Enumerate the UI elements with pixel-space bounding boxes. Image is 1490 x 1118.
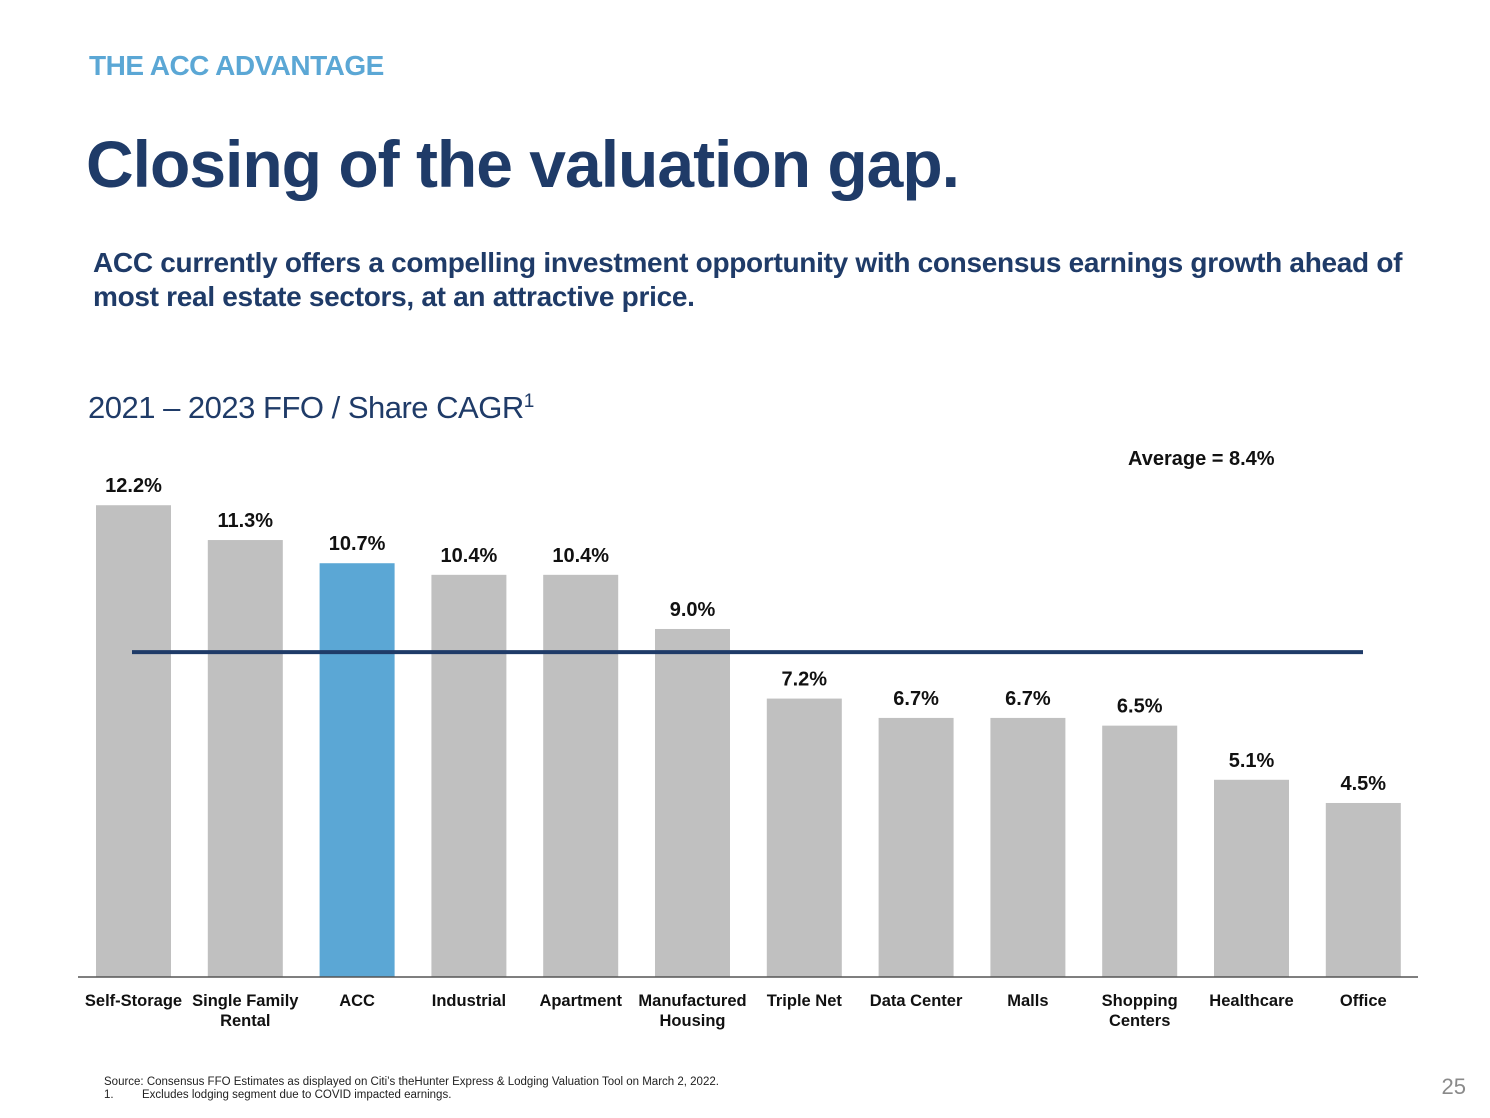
data-label-triple-net: 7.2% [782, 669, 828, 691]
page-subtitle: ACC currently offers a compelling invest… [93, 247, 1403, 312]
footnote-text: Excludes lodging segment due to COVID im… [142, 1089, 452, 1101]
page-title: Closing of the valuation gap. [86, 127, 960, 201]
category-label-single-family-rental: Single Family Rental [192, 992, 299, 1030]
bar-self-storage [96, 505, 171, 977]
category-label-malls: Malls [1007, 992, 1048, 1010]
chart-title-text: 2021 – 2023 FFO / Share CAGR [88, 390, 524, 425]
data-label-data-center: 6.7% [893, 688, 939, 710]
data-label-malls: 6.7% [1005, 688, 1051, 710]
chart-title-footnote-marker: 1 [523, 391, 535, 412]
bar-apartment [543, 574, 619, 977]
category-label-shopping-centers: Shopping Centers [1102, 992, 1178, 1030]
category-label-industrial: Industrial [432, 992, 506, 1010]
bar-data-center [878, 717, 954, 977]
source-note: Source: Consensus FFO Estimates as displ… [104, 1076, 719, 1088]
average-label: Average = 8.4% [1128, 448, 1275, 470]
category-label-healthcare: Healthcare [1209, 992, 1293, 1010]
footnote: Source: Consensus FFO Estimates as displ… [104, 1076, 719, 1102]
bar-shopping-centers [1102, 725, 1178, 977]
data-label-manufactured-housing: 9.0% [670, 599, 716, 621]
category-label-acc: ACC [339, 992, 375, 1010]
category-label-triple-net: Triple Net [767, 992, 843, 1010]
footnote-1: 1. Excludes lodging segment due to COVID … [104, 1089, 719, 1102]
category-label-office: Office [1340, 992, 1387, 1010]
category-label-apartment: Apartment [539, 992, 622, 1010]
category-label-manufactured-housing: Manufactured Housing [638, 992, 746, 1030]
data-label-single-family-rental: 11.3% [217, 510, 273, 532]
category-label-self-storage: Self-Storage [85, 992, 182, 1010]
bar-office [1325, 802, 1401, 977]
bar-malls [990, 717, 1066, 977]
data-label-acc: 10.7% [329, 533, 386, 555]
data-label-shopping-centers: 6.5% [1117, 696, 1163, 718]
category-label-data-center: Data Center [870, 992, 963, 1010]
bar-triple-net [766, 698, 842, 977]
bar-industrial [431, 574, 507, 977]
data-label-office: 4.5% [1341, 773, 1387, 795]
page-number: 25 [1441, 1074, 1466, 1099]
bar-manufactured-housing [655, 628, 730, 977]
bar-healthcare [1214, 779, 1289, 977]
data-label-healthcare: 5.1% [1229, 750, 1275, 772]
footnote-number: 1. [104, 1089, 114, 1101]
eyebrow-heading: THE ACC ADVANTAGE [89, 50, 384, 81]
data-label-self-storage: 12.2% [105, 475, 162, 497]
chart-title: 2021 – 2023 FFO / Share CAGR1 [88, 390, 534, 426]
data-label-apartment: 10.4% [552, 545, 609, 567]
data-label-industrial: 10.4% [441, 545, 498, 567]
bar-single-family-rental [207, 540, 283, 977]
bar-acc [319, 563, 395, 977]
